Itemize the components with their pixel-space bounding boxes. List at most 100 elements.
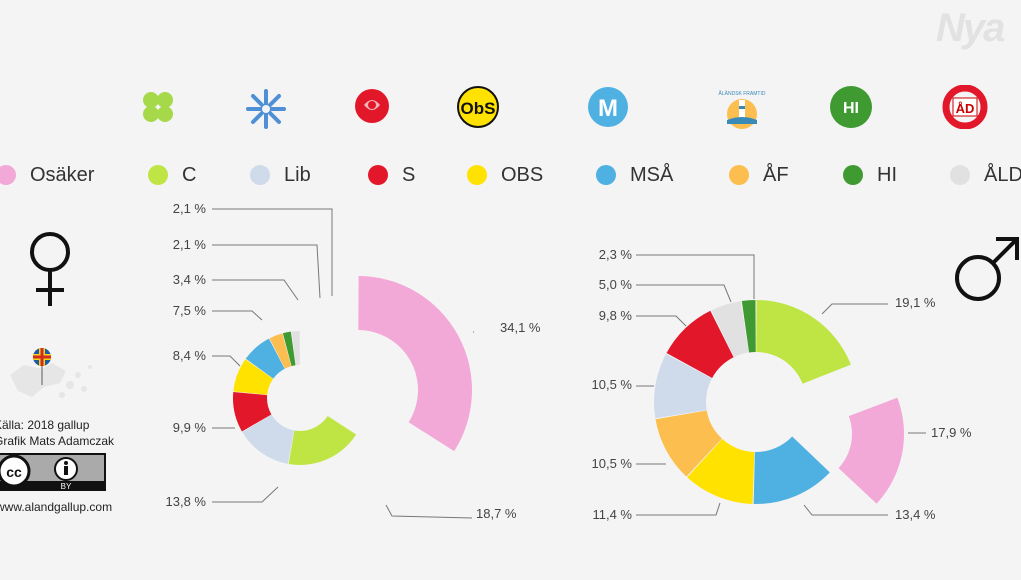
leader-line bbox=[636, 284, 732, 303]
leader-line bbox=[636, 502, 721, 516]
data-label-s: 9,8 % bbox=[599, 308, 633, 323]
hi-logo: HI bbox=[829, 85, 873, 129]
leader-line bbox=[212, 279, 299, 301]
legend-swatch bbox=[368, 165, 388, 185]
data-label-obs: 8,4 % bbox=[173, 348, 207, 363]
legend-label: OBS bbox=[501, 163, 544, 186]
snowflake-icon bbox=[244, 87, 288, 131]
slice-osaker bbox=[358, 276, 472, 452]
legend-label: HI bbox=[877, 163, 897, 186]
legend-swatch bbox=[0, 165, 16, 185]
source-credit: Källa: 2018 gallup bbox=[0, 418, 90, 432]
data-label-hi: 2,3 % bbox=[599, 247, 633, 262]
legend-label: MSÅ bbox=[630, 163, 674, 186]
legend-item-hi: HI bbox=[843, 162, 897, 188]
legend-item-osaker: Osäker bbox=[0, 162, 94, 188]
slice-s bbox=[666, 310, 734, 379]
legend-swatch bbox=[250, 165, 270, 185]
data-label-msa: 13,4 % bbox=[895, 507, 936, 522]
male-symbol bbox=[950, 234, 1021, 309]
slice-c bbox=[288, 416, 357, 466]
slice-obs bbox=[233, 359, 274, 395]
slice-af bbox=[269, 333, 292, 369]
legend-swatch bbox=[467, 165, 487, 185]
watermark: Nya bbox=[936, 6, 1005, 50]
data-label-ald: 2,1 % bbox=[173, 201, 207, 216]
legend-item-s: S bbox=[368, 162, 415, 188]
slice-obs bbox=[687, 438, 755, 504]
data-label-af: 10,5 % bbox=[592, 456, 633, 471]
leader-line bbox=[212, 310, 263, 321]
data-label-c: 18,7 % bbox=[476, 506, 517, 521]
legend-item-c: C bbox=[148, 162, 196, 188]
aland-map-icon bbox=[4, 345, 100, 410]
data-label-ald: 5,0 % bbox=[599, 277, 633, 292]
legend-item-msa: MSÅ bbox=[596, 162, 673, 188]
hi-logo-text: HI bbox=[843, 100, 859, 117]
slice-msa bbox=[753, 436, 830, 504]
website-credit: www.alandgallup.com bbox=[0, 500, 113, 514]
legend-label: ÅF bbox=[763, 163, 789, 186]
ald-logo: ÅD bbox=[942, 84, 988, 130]
slice-ald bbox=[711, 301, 749, 358]
legend-label: Lib bbox=[284, 163, 311, 186]
legend-label: C bbox=[182, 163, 197, 186]
legend-item-af: ÅF bbox=[729, 162, 789, 188]
rose-icon bbox=[350, 85, 394, 129]
legend-item-obs: OBS bbox=[467, 162, 543, 188]
ald-logo-text: ÅD bbox=[956, 101, 975, 116]
slice-c bbox=[756, 300, 851, 384]
slice-hi bbox=[741, 300, 756, 353]
data-label-hi: 2,1 % bbox=[173, 237, 207, 252]
slice-osaker bbox=[838, 397, 904, 504]
data-label-lib: 10,5 % bbox=[592, 377, 633, 392]
legend-label: Osäker bbox=[30, 163, 95, 186]
leader-line bbox=[821, 303, 888, 315]
data-label-c: 19,1 % bbox=[895, 295, 936, 310]
data-label-obs: 11,4 % bbox=[592, 507, 632, 522]
female-donut-chart: 34,1 % 18,7 % 13,8 % 9,9 % 8,4 % 7,5 % 3,4 % 2,… bbox=[166, 201, 541, 521]
leader-line bbox=[212, 208, 333, 296]
leader-line bbox=[212, 486, 279, 503]
legend-label: S bbox=[402, 163, 416, 186]
female-symbol bbox=[28, 230, 72, 313]
legend-item-ald: ÅLD bbox=[950, 162, 1021, 188]
slice-af bbox=[655, 410, 722, 477]
legend-swatch bbox=[148, 165, 168, 185]
legend-swatch bbox=[843, 165, 863, 185]
legend-swatch bbox=[950, 165, 970, 185]
legend-swatch bbox=[596, 165, 616, 185]
slice-lib bbox=[654, 353, 712, 419]
obs-logo: ObS bbox=[455, 85, 499, 129]
data-label-af: 3,4 % bbox=[173, 272, 207, 287]
slice-ald bbox=[291, 331, 300, 366]
clover-icon bbox=[136, 85, 180, 129]
data-label-msa: 7,5 % bbox=[173, 303, 207, 318]
cc-text: cc bbox=[6, 464, 22, 480]
slice-lib bbox=[242, 414, 295, 464]
slice-s bbox=[232, 392, 272, 432]
af-logo: ÅLÄNDSK FRAMTID bbox=[718, 86, 766, 130]
legend-label: ÅLD bbox=[984, 163, 1021, 186]
leader-line bbox=[636, 315, 687, 327]
leader-line bbox=[385, 504, 473, 519]
af-logo-text: ÅLÄNDSK FRAMTID bbox=[719, 90, 766, 97]
male-donut-chart: 19,1 % 17,9 % 13,4 % 11,4 % 10,5 % 10,5 % 9,8 … bbox=[592, 247, 972, 522]
data-label-s: 9,9 % bbox=[173, 420, 207, 435]
leader-line bbox=[803, 504, 888, 516]
leader-line bbox=[212, 244, 321, 299]
data-label-osaker: 34,1 % bbox=[500, 320, 541, 335]
graphic-credit: Grafik Mats Adamczak bbox=[0, 434, 115, 448]
msa-logo: M bbox=[586, 85, 630, 129]
data-label-lib: 13,8 % bbox=[166, 494, 207, 509]
msa-logo-text: M bbox=[598, 95, 618, 122]
obs-logo-text: ObS bbox=[461, 99, 496, 118]
legend-item-lib: Lib bbox=[250, 162, 311, 188]
leader-line bbox=[636, 254, 755, 299]
legend-swatch bbox=[729, 165, 749, 185]
by-text: BY bbox=[61, 482, 72, 491]
slice-msa bbox=[245, 338, 285, 379]
data-label-osaker: 17,9 % bbox=[931, 425, 972, 440]
cc-license-badge: cc BY bbox=[0, 453, 108, 498]
